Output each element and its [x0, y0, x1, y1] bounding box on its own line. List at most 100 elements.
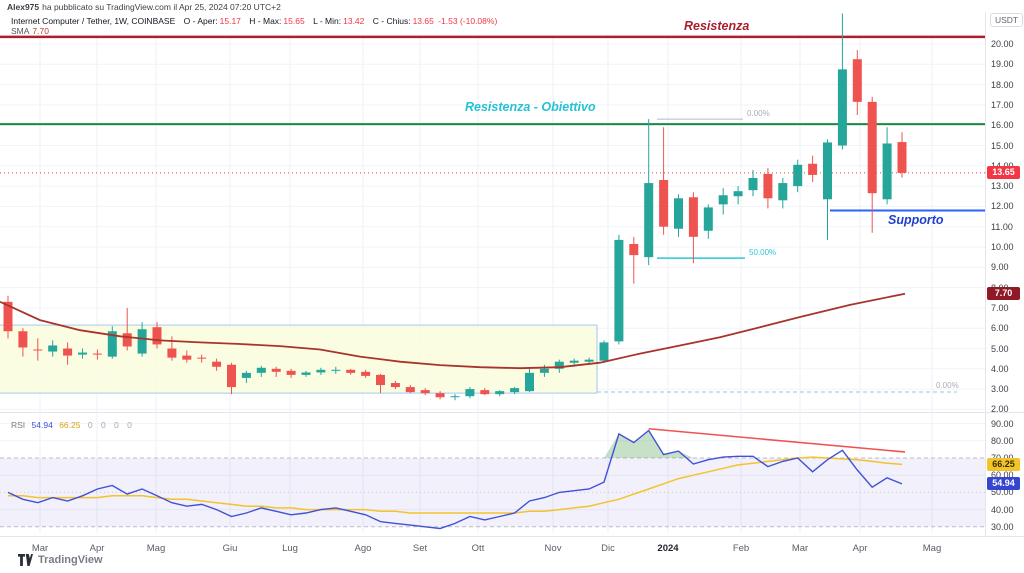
candle-body [107, 331, 117, 357]
currency-badge[interactable]: USDT [990, 13, 1024, 27]
rsi-indicator-row[interactable]: RSI 54.94 66.25 0 0 0 0 [11, 420, 135, 430]
ohlc-close-value: 13.65 [412, 16, 434, 26]
candle-body [390, 383, 400, 388]
sma-indicator-row[interactable]: SMA 7.70 [11, 26, 49, 36]
candle-body [212, 361, 222, 367]
candle-body [33, 349, 43, 351]
candle-body [703, 207, 713, 231]
candle-body [182, 355, 192, 360]
resistenza-line-label[interactable]: Resistenza [684, 19, 750, 33]
rsi-line [7, 429, 903, 530]
axis-tick-label: 19.00 [991, 59, 1014, 70]
axis-tick-label: 4.00 [991, 363, 1009, 374]
candle-body [659, 180, 669, 227]
candle-body [688, 197, 698, 237]
axis-tick-label: 11.00 [991, 221, 1013, 232]
axis-tick-label: 12.00 [991, 201, 1014, 212]
rsi-value: 54.94 [31, 420, 53, 430]
supporto-line-label[interactable]: Supporto [888, 213, 944, 227]
axis-tick-label: 50.00 [991, 487, 1014, 498]
published-text: ha pubblicato su TradingView.com il Apr … [42, 2, 281, 12]
fib-level-bottom-label[interactable]: 0.00% [936, 381, 959, 390]
rsi-ma-value: 66.25 [59, 420, 81, 430]
time-axis-label: Dic [601, 543, 615, 554]
accumulation-box [0, 325, 597, 394]
candle-body [271, 368, 281, 372]
candle-body [227, 364, 236, 388]
ohlc-close-label: C - Chius: [372, 16, 411, 26]
rsi-value-tag: 54.94 [987, 477, 1020, 490]
axis-tick-label: 5.00 [991, 343, 1009, 354]
axis-tick-label: 14.00 [991, 161, 1014, 171]
candle-body [584, 359, 594, 362]
tradingview-logo-text: TradingView [38, 554, 103, 566]
axis-tick-label: 30.00 [991, 521, 1014, 532]
candle-body [420, 390, 430, 394]
axis-tick-label: 60.00 [991, 470, 1014, 481]
fib-level-50-label[interactable]: 50.00% [749, 248, 777, 257]
candle-body [614, 239, 624, 342]
candle-body [361, 371, 371, 376]
candle-body [510, 388, 520, 393]
candle-body [331, 369, 341, 371]
ohlc-open-label: O - Aper: [183, 16, 218, 26]
axis-tick-label: 9.00 [991, 262, 1009, 273]
axis-tick-label: 90.00 [991, 418, 1014, 429]
time-axis-label: Nov [544, 543, 562, 554]
time-axis-label: Mag [146, 543, 166, 554]
candle-body [465, 389, 475, 397]
candle-body [435, 393, 445, 398]
candle-body [733, 191, 743, 197]
sma-label: SMA [11, 26, 30, 36]
candle-body [867, 101, 877, 194]
candle-body [793, 164, 803, 187]
resistenza-obiettivo-line-label[interactable]: Resistenza - Obiettivo [465, 100, 596, 114]
axis-tick-label: 7.00 [991, 302, 1009, 313]
candle-body [480, 390, 490, 395]
axis-tick-label: 15.00 [991, 140, 1014, 151]
candle-body [539, 368, 549, 373]
rsi-label: RSI [11, 420, 26, 430]
time-axis-label: Mar [791, 543, 809, 554]
candle-body [63, 348, 73, 356]
time-axis-label: Giu [222, 543, 238, 554]
time-axis-label: Mag [922, 543, 942, 554]
axis-tick-label: 3.00 [991, 384, 1009, 395]
candle-body [48, 345, 58, 352]
candle-body [346, 369, 356, 373]
ohlc-low-label: L - Min: [313, 16, 342, 26]
candle-body [629, 243, 639, 256]
candle-body [450, 396, 460, 398]
time-axis-label: Lug [282, 543, 298, 554]
author-name[interactable]: Alex975 [7, 2, 40, 12]
candle-body [92, 353, 102, 355]
last-price-tag: 13.65 [987, 166, 1020, 179]
chart-header: Internet Computer / Tether, 1W, COINBASE… [11, 16, 497, 26]
candle-body [122, 333, 132, 347]
pane-separator[interactable] [0, 412, 1024, 413]
time-axis-label: Apr [89, 543, 105, 554]
candle-body [301, 372, 311, 375]
rsi-trendline [648, 427, 906, 453]
axis-tick-label: 40.00 [991, 504, 1014, 515]
tradingview-logo-icon [18, 554, 33, 566]
tradingview-footer[interactable]: TradingView [18, 554, 103, 566]
candle-body [241, 372, 251, 378]
sma-price-tag: 7.70 [987, 287, 1020, 300]
candle-body [674, 198, 683, 229]
time-axis-label: Feb [732, 543, 750, 554]
time-axis-label: Set [412, 543, 428, 554]
candle-body [823, 142, 832, 200]
time-axis-separator [0, 536, 1024, 537]
candle-body [554, 361, 564, 369]
fib-level-top-label[interactable]: 0.00% [747, 109, 770, 118]
ohlc-open-value: 15.17 [219, 16, 241, 26]
axis-tick-label: 20.00 [991, 39, 1014, 49]
axis-tick-label: 13.00 [991, 181, 1014, 192]
symbol-title[interactable]: Internet Computer / Tether, 1W, COINBASE [11, 16, 176, 26]
price-axis-separator [985, 12, 986, 536]
ohlc-high-label: H - Max: [249, 16, 282, 26]
time-axis-label: 2024 [657, 543, 679, 554]
